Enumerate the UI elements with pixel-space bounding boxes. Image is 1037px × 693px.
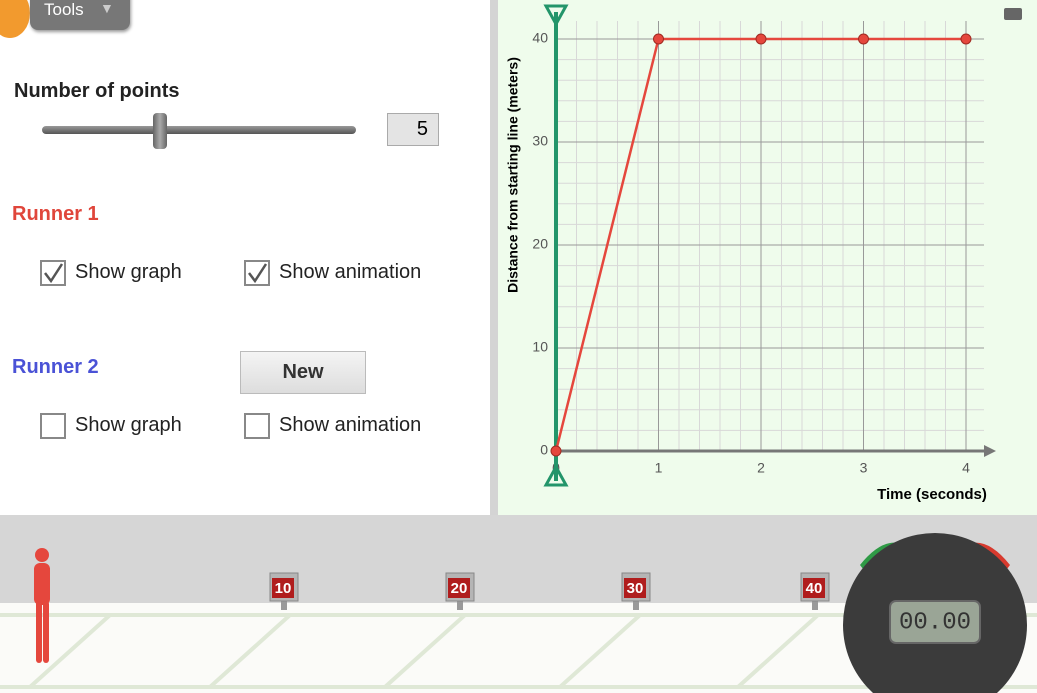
checkbox[interactable] <box>244 413 270 439</box>
runner <box>34 548 50 663</box>
x-axis-arrow <box>984 445 996 457</box>
y-tick-label: 30 <box>532 133 548 149</box>
marker-label: 40 <box>806 580 823 597</box>
marker-post <box>457 600 463 610</box>
data-point <box>653 33 664 45</box>
data-point <box>858 33 869 45</box>
time-marker-top <box>543 4 569 28</box>
marker-plate <box>448 578 470 598</box>
y-tick-label: 40 <box>532 30 548 46</box>
data-point <box>550 445 562 457</box>
x-tick-label: 1 <box>655 460 663 476</box>
marker-post <box>281 600 287 610</box>
stopwatch-display: 00.00 <box>899 609 971 636</box>
y-axis-label: Distance from starting line (meters) <box>505 57 521 293</box>
divider <box>490 0 498 515</box>
camera-icon[interactable] <box>1004 8 1022 20</box>
marker-plate <box>624 578 646 598</box>
slider-thumb[interactable] <box>153 113 167 149</box>
chart-bg <box>498 0 1037 515</box>
y-tick-label: 10 <box>532 339 548 355</box>
runner-2-title: Runner 2 <box>12 356 99 378</box>
checkmark <box>248 263 268 284</box>
marker-label: 10 <box>275 580 292 597</box>
runner-1-title: Runner 1 <box>12 203 99 225</box>
checkmark-path <box>248 263 268 284</box>
logo <box>0 0 30 38</box>
data-point <box>960 33 972 45</box>
marker-label: 30 <box>627 580 644 597</box>
tools-label: Tools <box>44 0 84 19</box>
marker-post <box>633 600 639 610</box>
marker-label: 20 <box>451 580 468 597</box>
tools-tab[interactable]: Tools ▼ <box>30 0 130 30</box>
checkmark <box>44 263 64 284</box>
x-tick-label: 4 <box>962 460 970 476</box>
checkmark-path <box>44 263 64 284</box>
marker-post <box>812 600 818 610</box>
checkbox[interactable] <box>244 260 270 286</box>
points-label: Number of points <box>14 80 180 102</box>
dropdown-arrow: ▼ <box>100 0 114 16</box>
checkbox-label: Show animation <box>279 261 422 283</box>
slider-track <box>42 126 356 134</box>
y-tick-label: 0 <box>540 442 548 458</box>
time-marker-bottom <box>543 463 569 487</box>
track-scene: 00.00 10 20 30 40 <box>0 515 1037 693</box>
stopwatch: 00.00 <box>843 533 1027 693</box>
marker-plate <box>803 578 825 598</box>
checkbox-label: Show graph <box>75 261 182 283</box>
points-input[interactable]: 5 <box>387 113 439 146</box>
checkbox-label: Show graph <box>75 414 182 436</box>
x-tick-label: 3 <box>860 460 868 476</box>
checkbox[interactable] <box>40 260 66 286</box>
checkbox[interactable] <box>40 413 66 439</box>
marker-plate <box>272 578 294 598</box>
data-point <box>755 33 767 45</box>
chart: Distance from starting line (meters) Tim… <box>498 0 1037 515</box>
y-tick-label: 20 <box>532 236 548 252</box>
checkbox-label: Show animation <box>279 414 422 436</box>
x-tick-label: 2 <box>757 460 765 476</box>
new-button[interactable]: New <box>240 351 366 394</box>
x-axis-label: Time (seconds) <box>877 486 987 503</box>
